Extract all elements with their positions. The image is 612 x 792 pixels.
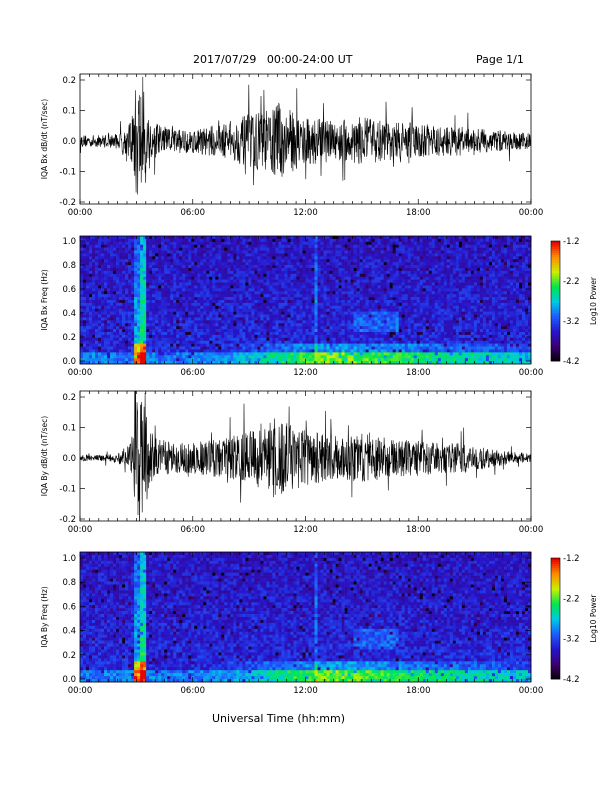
colorbar-tick-label: -3.2 [563, 635, 580, 645]
y-tick-label: 0.4 [62, 627, 76, 637]
x-tick-label: 18:00 [406, 686, 431, 696]
x-tick-label: 00:00 [68, 208, 93, 218]
y-tick-label: 0.6 [62, 285, 76, 295]
colorbar-tick-label: -2.2 [563, 594, 580, 604]
x-tick-label: 00:00 [519, 525, 544, 535]
y-tick-label: 0.8 [62, 578, 76, 588]
y-axis-label: IQA By dB/dt (nT/sec) [40, 416, 49, 497]
y-tick-label: 0.2 [62, 393, 76, 403]
series-line [80, 76, 531, 195]
x-tick-label: 00:00 [68, 686, 93, 696]
colorbar-tick-label: -2.2 [563, 277, 580, 287]
colorbar-label: Log10 Power [589, 276, 598, 325]
y-tick-label: 0.0 [62, 675, 76, 685]
clip-group [80, 391, 531, 521]
x-tick-label: 18:00 [406, 208, 431, 218]
spectrogram [80, 236, 532, 365]
y-tick-label: -0.2 [59, 198, 76, 208]
y-tick-label: 1.0 [62, 237, 76, 247]
x-tick-label: 12:00 [293, 686, 318, 696]
clip-group [80, 76, 531, 195]
y-tick-label: 1.0 [62, 554, 76, 564]
page-title: 2017/07/29 00:00-24:00 UT [193, 53, 353, 66]
y-tick-label: 0.8 [62, 261, 76, 271]
colorbar-tick-label: -4.2 [563, 675, 580, 685]
x-tick-label: 00:00 [68, 368, 93, 378]
y-tick-label: 0.1 [62, 424, 76, 434]
x-tick-label: 00:00 [68, 525, 93, 535]
y-tick-label: 0.1 [62, 107, 76, 117]
y-tick-label: 0.2 [62, 333, 76, 343]
y-tick-label: 0.0 [62, 137, 76, 147]
x-tick-label: 00:00 [519, 686, 544, 696]
colorbar [550, 240, 561, 362]
y-axis-label: IQA Bx dB/dt (nT/sec) [40, 99, 49, 180]
series-line [80, 391, 531, 521]
y-tick-label: 0.0 [62, 357, 76, 367]
y-tick-label: -0.1 [59, 485, 76, 495]
colorbar-tick-label: -1.2 [563, 237, 580, 247]
x-tick-label: 12:00 [293, 208, 318, 218]
y-tick-label: 0.0 [62, 454, 76, 464]
colorbar-label: Log10 Power [589, 594, 598, 643]
y-tick-label: -0.2 [59, 515, 76, 525]
colorbar-tick-label: -1.2 [563, 554, 580, 564]
x-tick-label: 12:00 [293, 368, 318, 378]
x-axis-label: Universal Time (hh:mm) [212, 712, 345, 725]
x-tick-label: 06:00 [181, 208, 206, 218]
x-tick-label: 18:00 [406, 368, 431, 378]
y-axis-label: IQA Bx Freq (Hz) [40, 269, 49, 331]
x-tick-label: 18:00 [406, 525, 431, 535]
spectrogram [80, 552, 532, 683]
colorbar [550, 557, 561, 680]
x-tick-label: 00:00 [519, 368, 544, 378]
colorbar-tick-label: -4.2 [563, 357, 580, 367]
x-tick-label: 06:00 [181, 686, 206, 696]
y-tick-label: 0.4 [62, 309, 76, 319]
x-tick-label: 06:00 [181, 368, 206, 378]
y-tick-label: 0.6 [62, 602, 76, 612]
x-tick-label: 00:00 [519, 208, 544, 218]
y-tick-label: 0.2 [62, 651, 76, 661]
x-tick-label: 12:00 [293, 525, 318, 535]
colorbar-tick-label: -3.2 [563, 317, 580, 327]
y-tick-label: 0.2 [62, 76, 76, 86]
y-tick-label: -0.1 [59, 168, 76, 178]
page-number: Page 1/1 [476, 53, 524, 66]
y-axis-label: IQA By Freq (Hz) [40, 586, 49, 648]
x-tick-label: 06:00 [181, 525, 206, 535]
